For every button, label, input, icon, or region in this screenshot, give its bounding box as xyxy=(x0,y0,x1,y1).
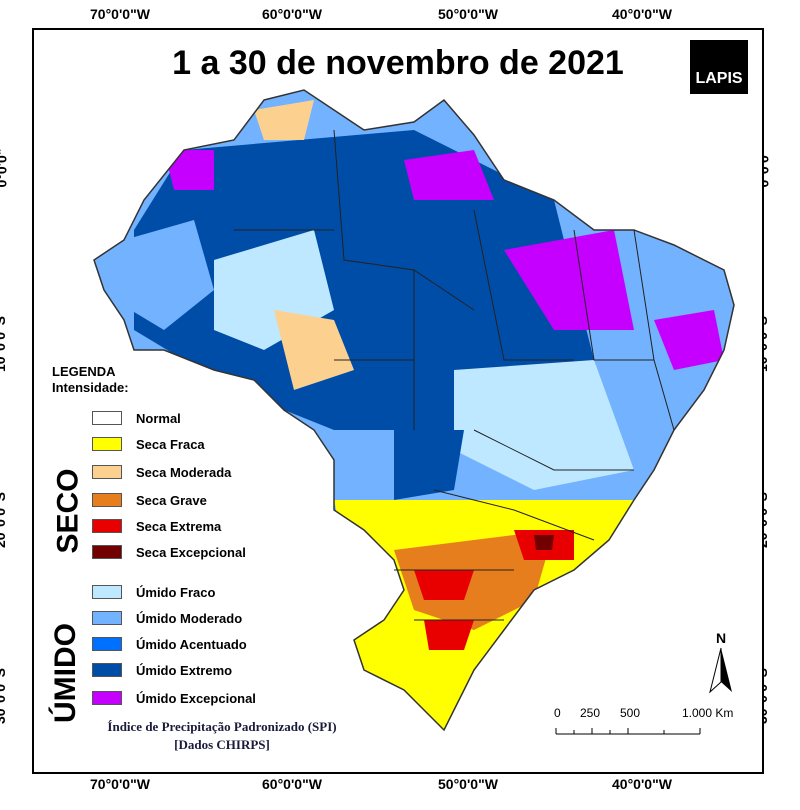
brazil-map xyxy=(93,89,735,732)
scale-label-1000: 1.000 Km xyxy=(682,706,734,720)
scale-label-0: 0 xyxy=(554,706,561,720)
legend-swatch xyxy=(92,637,122,651)
lapis-logo: LAPIS xyxy=(690,40,748,94)
map-frame: 1 a 30 de novembro de 2021 LAPIS xyxy=(32,28,764,774)
legend-label: Úmido Moderado xyxy=(136,610,243,626)
north-arrow: N xyxy=(706,630,736,700)
scale-label-250: 250 xyxy=(580,706,601,720)
scale-bar: 0 250 500 1.000 Km xyxy=(554,706,754,746)
region-weak-wet-southeast xyxy=(454,360,634,490)
legend-label: Seca Moderada xyxy=(136,464,232,480)
legend-label: Úmido Extremo xyxy=(136,662,233,678)
region-extreme-center xyxy=(394,430,464,500)
brazil-outline xyxy=(93,89,735,732)
legend-swatch xyxy=(92,493,122,507)
region-grave-drought-south xyxy=(394,530,554,630)
legend-label: Úmido Fraco xyxy=(136,584,216,600)
north-arrow-icon xyxy=(709,647,732,694)
coord-top-60w: 60°0'0"W xyxy=(262,6,322,22)
coord-bottom-60w: 60°0'0"W xyxy=(262,776,322,792)
legend-item-seca-extrema: Seca Extrema xyxy=(92,518,221,534)
coord-bottom-50w: 50°0'0"W xyxy=(438,776,498,792)
legend-item-umido-acentuado: Úmido Acentuado xyxy=(92,636,247,652)
legend-item-umido-excepcional: Úmido Excepcional xyxy=(92,690,256,706)
legend-swatch xyxy=(92,411,122,425)
source-line-2: [Dados CHIRPS] xyxy=(174,737,270,752)
legend-swatch xyxy=(92,611,122,625)
coord-top-40w: 40°0'0"W xyxy=(612,6,672,22)
legend-item-umido-moderado: Úmido Moderado xyxy=(92,610,242,626)
source-line-1: Índice de Precipitação Padronizado (SPI) xyxy=(107,719,337,734)
legend-swatch xyxy=(92,691,122,705)
region-extreme-drought-south xyxy=(414,570,474,600)
legend-swatch xyxy=(92,465,122,479)
coord-left-10s: 10°0'0"S xyxy=(0,315,9,373)
scale-bar-graphic xyxy=(555,728,701,735)
legend-group-umido: ÚMIDO xyxy=(49,623,82,723)
scale-label-500: 500 xyxy=(620,706,641,720)
coord-top-50w: 50°0'0"W xyxy=(438,6,498,22)
region-exceptional-north xyxy=(404,150,494,200)
legend-label: Úmido Acentuado xyxy=(136,636,247,652)
legend-item-seca-excepcional: Seca Excepcional xyxy=(92,544,246,560)
coord-left-0: 0°0'0" xyxy=(0,148,10,188)
legend-swatch xyxy=(92,585,122,599)
legend-label: Seca Fraca xyxy=(136,436,205,452)
north-label: N xyxy=(715,630,727,646)
region-exceptional-east xyxy=(654,310,724,370)
state-borders xyxy=(234,129,675,621)
region-exceptional-drought xyxy=(534,535,554,550)
legend-item-umido-extremo: Úmido Extremo xyxy=(92,662,232,678)
legend-item-seca-grave: Seca Grave xyxy=(92,492,207,508)
legend-swatch xyxy=(92,663,122,677)
coord-left-30s: 30°0'0"S xyxy=(0,667,9,725)
legend-label: Seca Extrema xyxy=(136,518,222,534)
legend-swatch xyxy=(92,519,122,533)
coord-bottom-70w: 70°0'0"W xyxy=(90,776,150,792)
region-moderate-west xyxy=(114,220,214,330)
legend-heading: LEGENDA xyxy=(52,364,116,379)
legend-item-seca-fraca: Seca Fraca xyxy=(92,436,205,452)
coord-left-20s: 20°0'0"S xyxy=(0,491,9,549)
legend-title: LEGENDA Intensidade: xyxy=(52,364,129,396)
legend-label: Seca Excepcional xyxy=(136,544,246,560)
legend-item-seca-moderada: Seca Moderada xyxy=(92,464,231,480)
legend-item-normal: Normal xyxy=(92,410,181,426)
region-extreme-drought-rs xyxy=(424,620,474,650)
logo-text: LAPIS xyxy=(695,70,743,87)
legend-swatch xyxy=(92,545,122,559)
legend-label: Normal xyxy=(136,410,181,426)
region-exceptional-northeast xyxy=(504,230,634,330)
region-extreme-north xyxy=(134,130,594,430)
source-caption: Índice de Precipitação Padronizado (SPI)… xyxy=(62,718,382,754)
coord-bottom-40w: 40°0'0"W xyxy=(612,776,672,792)
legend-label: Seca Grave xyxy=(136,492,207,508)
legend-group-seco: SECO xyxy=(51,468,85,554)
legend-swatch xyxy=(92,437,122,451)
legend-label: Úmido Excepcional xyxy=(136,690,256,706)
legend-item-umido-fraco: Úmido Fraco xyxy=(92,584,215,600)
region-moderate-drought-north xyxy=(254,100,314,140)
legend-subheading: Intensidade: xyxy=(52,380,129,395)
region-moderate-drought-center xyxy=(274,310,354,390)
map-title: 1 a 30 de novembro de 2021 xyxy=(172,44,624,82)
coord-top-70w: 70°0'0"W xyxy=(90,6,150,22)
